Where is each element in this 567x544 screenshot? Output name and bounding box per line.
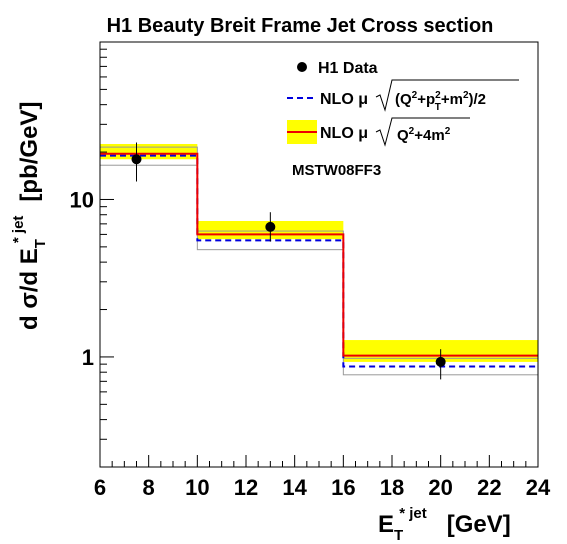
formula-blue-open: (Q [395, 91, 412, 108]
x-tick-label: 6 [94, 475, 106, 500]
y-axis-label-prefix: d σ/d E [16, 248, 43, 330]
legend-formula-red: Q2+4m2 [397, 126, 451, 144]
legend-marker-data [297, 62, 307, 72]
x-axis-label-main: E [378, 511, 394, 538]
y-axis-label-sup: * jet [10, 216, 27, 244]
x-tick-label: 22 [477, 475, 501, 500]
x-tick-label: 20 [428, 475, 452, 500]
y-axis-label-sub: T [32, 239, 49, 248]
y-axis-ticks: 1 10 [70, 41, 114, 468]
chart-title: H1 Beauty Breit Frame Jet Cross section [107, 15, 494, 37]
legend-sqrt-red [375, 117, 470, 147]
x-axis-label-sub: T [394, 527, 403, 544]
data-point-1 [265, 221, 276, 232]
yellow-band-bin-0 [100, 144, 198, 160]
y-axis-label: d σ/d ET * jet [pb/GeV] [10, 102, 49, 330]
x-tick-label: 8 [143, 475, 155, 500]
legend: H1 Data NLO μ (Q2+p2 T+m2)/2 NLO μ Q2+4m2… [287, 60, 519, 179]
formula-blue-close: )/2 [469, 91, 487, 108]
y-tick-label: 1 [82, 345, 94, 370]
data-point-2 [435, 356, 446, 367]
legend-formula-blue: (Q2+p2 T+m2)/2 [395, 90, 486, 113]
pdf-annotation: MSTW08FF3 [292, 162, 381, 179]
legend-sqrt-blue [375, 79, 519, 112]
data-points [131, 142, 446, 380]
formula-blue-pt: T [435, 102, 441, 113]
data-point-0 [131, 154, 142, 165]
formula-blue-m: +m [441, 91, 463, 108]
y-axis-label-unit: [pb/GeV] [16, 102, 43, 202]
x-tick-label: 16 [331, 475, 355, 500]
x-tick-label: 14 [282, 475, 307, 500]
y-tick-label: 10 [70, 187, 94, 212]
x-axis-label-sup: * jet [399, 505, 427, 522]
legend-label-red: NLO μ [320, 125, 368, 142]
x-tick-label: 24 [526, 475, 551, 500]
legend-label-blue: NLO μ [320, 91, 368, 108]
formula-blue-p: +p [417, 91, 435, 108]
formula-red-m: +4m [414, 127, 444, 144]
formula-red-q: Q [397, 127, 409, 144]
x-tick-label: 12 [234, 475, 258, 500]
legend-label-data: H1 Data [318, 60, 378, 77]
blue-dashed-step [100, 154, 538, 368]
x-tick-label: 18 [380, 475, 404, 500]
prediction-steps [100, 152, 538, 368]
x-axis-ticks: 6 8 10 12 14 16 18 20 22 24 [94, 455, 551, 500]
x-tick-label: 10 [185, 475, 209, 500]
x-axis-label: ET * jet [GeV] [378, 505, 511, 544]
red-solid-step [100, 152, 538, 357]
x-axis-label-unit: [GeV] [447, 511, 511, 538]
